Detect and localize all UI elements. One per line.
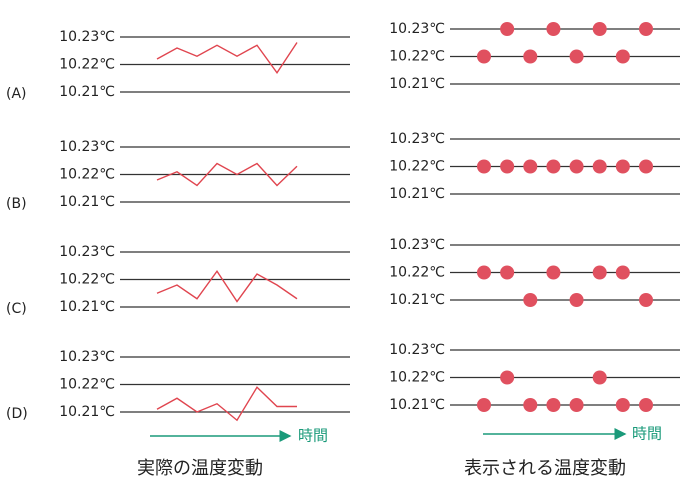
reading-dot — [569, 293, 584, 307]
reading-dot — [615, 265, 630, 280]
reading-dot — [477, 159, 491, 174]
y-tick-label: 10.23℃ — [389, 342, 445, 358]
y-tick-label: 10.21℃ — [389, 292, 445, 308]
reading-dot — [546, 159, 561, 174]
reading-dot — [477, 265, 491, 280]
row-label: (C) — [6, 301, 27, 317]
y-tick-label: 10.21℃ — [389, 186, 445, 202]
y-tick-label: 10.22℃ — [59, 167, 115, 183]
y-tick-label: 10.23℃ — [59, 139, 115, 155]
time-label: 時間 — [632, 425, 662, 443]
reading-dot — [500, 265, 515, 280]
reading-dot — [569, 398, 584, 412]
reading-dot — [615, 49, 630, 64]
y-tick-label: 10.22℃ — [59, 272, 115, 288]
reading-dot — [639, 398, 653, 412]
reading-dot — [477, 49, 491, 64]
temperature-line — [156, 386, 297, 422]
reading-dot — [546, 398, 561, 412]
reading-dot — [500, 159, 515, 174]
reading-dot — [523, 49, 538, 64]
y-tick-label: 10.21℃ — [389, 76, 445, 92]
y-tick-label: 10.22℃ — [59, 57, 115, 73]
y-tick-label: 10.22℃ — [389, 370, 445, 386]
reading-dot — [569, 49, 584, 64]
y-tick-label: 10.21℃ — [59, 299, 115, 315]
y-tick-label: 10.22℃ — [389, 49, 445, 65]
row-label: (D) — [6, 406, 28, 422]
reading-dot — [523, 293, 538, 307]
row-label: (A) — [6, 86, 27, 102]
reading-dot — [523, 398, 538, 412]
temperature-line — [156, 42, 298, 74]
y-tick-label: 10.21℃ — [59, 194, 115, 210]
reading-dot — [592, 370, 607, 385]
reading-dot — [592, 22, 607, 36]
reading-dot — [592, 265, 607, 280]
y-tick-label: 10.21℃ — [59, 84, 115, 100]
column-title: 表示される温度変動 — [464, 458, 626, 479]
reading-dot — [639, 293, 653, 307]
reading-dot — [500, 370, 515, 385]
y-tick-label: 10.22℃ — [389, 159, 445, 175]
reading-dot — [615, 159, 630, 174]
reading-dot — [569, 159, 584, 174]
temperature-line — [156, 162, 298, 187]
y-tick-label: 10.21℃ — [389, 397, 445, 413]
y-tick-label: 10.22℃ — [389, 265, 445, 281]
time-label: 時間 — [298, 427, 328, 445]
reading-dot — [639, 22, 653, 36]
reading-dot — [500, 22, 515, 36]
reading-dot — [477, 398, 491, 412]
y-tick-label: 10.23℃ — [59, 29, 115, 45]
y-tick-label: 10.23℃ — [59, 244, 115, 260]
reading-dot — [592, 159, 607, 174]
y-tick-label: 10.23℃ — [389, 237, 445, 253]
reading-dot — [639, 159, 653, 174]
row-label: (B) — [6, 196, 27, 212]
reading-dot — [615, 398, 630, 412]
reading-dot — [546, 22, 561, 36]
y-tick-label: 10.22℃ — [59, 377, 115, 393]
reading-dot — [546, 265, 561, 280]
y-tick-label: 10.23℃ — [389, 131, 445, 147]
y-tick-label: 10.23℃ — [59, 349, 115, 365]
y-tick-label: 10.21℃ — [59, 404, 115, 420]
y-tick-label: 10.23℃ — [389, 21, 445, 37]
column-title: 実際の温度変動 — [137, 458, 263, 479]
temperature-line — [156, 270, 298, 303]
reading-dot — [523, 159, 538, 174]
